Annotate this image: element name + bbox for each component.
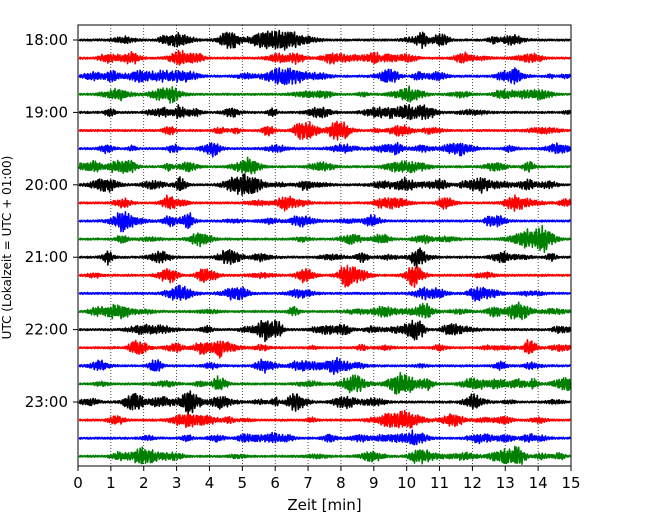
trace-2200 — [78, 319, 571, 343]
trace-1815 — [78, 49, 571, 66]
trace-2345 — [78, 445, 571, 465]
trace-1830 — [78, 67, 571, 86]
y-axis-label: UTC (Lokalzeit = UTC + 01:00) — [0, 156, 14, 340]
x-tick-label: 10 — [397, 474, 416, 492]
trace-2215 — [78, 339, 571, 359]
x-tick-label: 1 — [106, 474, 116, 492]
x-tick-label: 0 — [73, 474, 83, 492]
trace-layer — [78, 29, 571, 465]
trace-1845 — [78, 85, 571, 104]
x-tick-label: 9 — [369, 474, 379, 492]
trace-1915 — [78, 120, 571, 141]
x-tick-label: 4 — [205, 474, 215, 492]
x-tick-label: 15 — [561, 474, 580, 492]
trace-1945 — [78, 156, 571, 175]
x-tick-label: 8 — [336, 474, 346, 492]
x-tick-label: 7 — [303, 474, 313, 492]
y-tick-label: 21:00 — [25, 248, 68, 266]
x-tick-label: 3 — [172, 474, 182, 492]
trace-2300 — [78, 390, 571, 415]
x-axis-label: Zeit [min] — [287, 496, 361, 514]
trace-2045 — [78, 224, 571, 254]
trace-2100 — [78, 247, 571, 269]
y-tick-label: 19:00 — [25, 103, 68, 121]
x-tick-label: 12 — [463, 474, 482, 492]
trace-2230 — [78, 356, 571, 376]
x-tick-label: 5 — [238, 474, 248, 492]
x-tick-label: 2 — [139, 474, 149, 492]
trace-2015 — [78, 194, 571, 212]
x-tick-label: 11 — [430, 474, 449, 492]
plot-frame — [77, 24, 572, 467]
x-tick-label: 14 — [529, 474, 548, 492]
trace-2115 — [78, 264, 571, 288]
trace-2145 — [78, 301, 571, 321]
trace-1900 — [78, 104, 571, 121]
trace-2030 — [78, 211, 571, 233]
trace-1800 — [78, 29, 571, 51]
y-tick-label: 22:00 — [25, 321, 68, 339]
x-tick-label: 6 — [270, 474, 280, 492]
y-tick-label: 23:00 — [25, 393, 68, 411]
trace-2315 — [78, 409, 571, 429]
y-tick-label: 18:00 — [25, 31, 68, 49]
trace-2130 — [78, 284, 571, 302]
trace-2330 — [78, 429, 571, 446]
y-tick-label: 20:00 — [25, 176, 68, 194]
x-axis: 0 1 2 3 4 5 6 7 8 9 10 11 12 13 14 15 — [73, 466, 581, 492]
trace-2245 — [78, 371, 571, 395]
trace-1930 — [78, 141, 571, 158]
x-tick-label: 13 — [496, 474, 515, 492]
y-axis: 18:00 19:00 20:00 21:00 22:00 23:00 — [25, 31, 78, 411]
trace-2000 — [78, 173, 571, 196]
